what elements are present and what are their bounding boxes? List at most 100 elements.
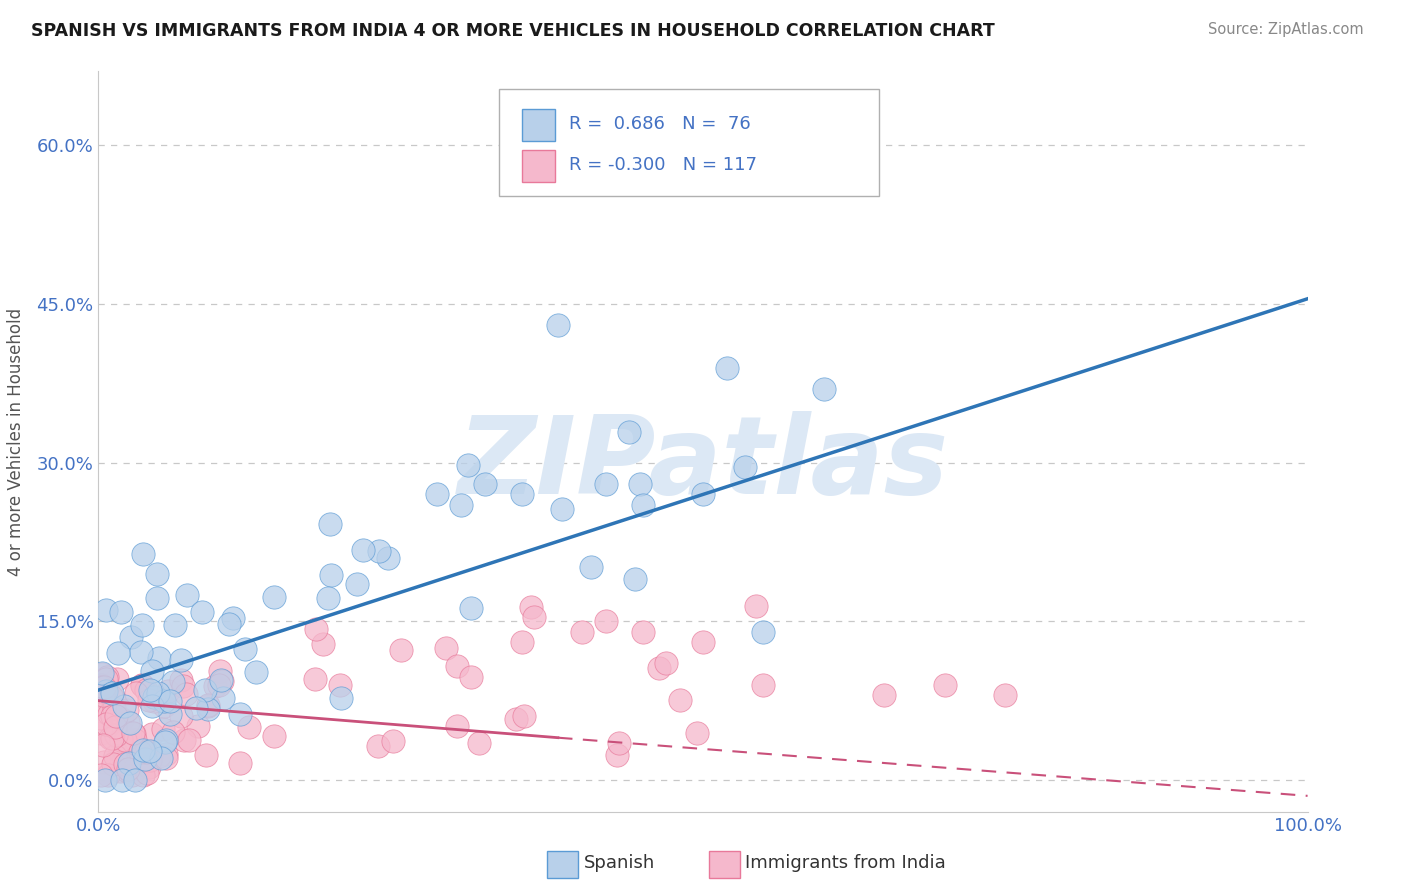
Point [94,772,117,787]
Point [155,733,177,747]
Point [141,727,163,741]
Point [115,703,138,717]
Point [118,715,141,730]
Point [329,678,352,692]
Point [305,622,328,636]
Point [129,645,152,659]
Point [474,476,496,491]
Point [460,670,482,684]
Point [112,698,135,713]
Point [523,610,546,624]
Point [172,679,194,693]
Point [619,425,641,440]
Point [104,720,127,734]
Point [195,748,218,763]
Point [101,686,124,700]
Point [352,542,374,557]
Point [505,712,527,726]
Point [752,678,775,692]
Point [148,650,170,665]
Point [174,687,197,701]
Point [103,701,125,715]
Point [520,599,543,614]
Point [141,745,163,759]
Point [624,572,647,586]
Point [101,731,124,745]
Point [135,683,157,698]
Point [97,767,120,781]
Point [122,727,145,741]
Point [117,764,139,779]
Point [329,691,352,706]
Point [105,728,128,742]
Point [139,744,162,758]
Point [204,679,226,693]
Point [155,747,177,761]
Point [631,498,654,512]
Point [91,688,114,702]
Point [607,736,630,750]
Point [98,731,121,745]
Point [108,764,131,778]
Point [426,487,449,501]
Point [304,673,326,687]
Point [132,547,155,561]
Point [159,706,181,721]
Point [155,735,177,749]
Point [595,615,617,629]
Text: Source: ZipAtlas.com: Source: ZipAtlas.com [1208,22,1364,37]
Point [93,739,115,753]
Point [94,672,117,686]
Point [745,599,768,614]
Point [94,716,117,731]
Point [110,605,132,619]
Point [316,591,339,606]
Point [162,675,184,690]
Point [229,756,252,771]
Point [141,664,163,678]
Point [648,661,671,675]
Point [367,739,389,754]
Point [143,694,166,708]
Point [94,603,117,617]
Point [101,757,124,772]
Point [319,568,342,582]
Point [547,318,569,333]
Point [436,640,458,655]
Point [93,686,115,700]
Point [197,699,219,714]
Point [148,748,170,763]
Point [90,711,112,725]
Point [233,642,256,657]
Text: Immigrants from India: Immigrants from India [745,855,946,872]
Point [117,762,139,776]
Y-axis label: 4 or more Vehicles in Household: 4 or more Vehicles in Household [7,308,25,575]
Point [208,678,231,692]
Point [716,360,738,375]
Point [107,646,129,660]
Point [94,683,117,698]
Point [93,756,115,770]
Point [120,630,142,644]
Point [100,689,122,703]
Point [208,664,231,678]
Point [131,753,153,767]
Point [238,720,260,734]
Point [319,516,342,531]
Point [105,672,128,686]
Point [114,756,136,771]
Point [138,760,160,774]
Point [132,767,155,781]
Point [90,680,112,694]
Text: Spanish: Spanish [583,855,655,872]
Point [155,751,177,765]
Point [211,674,233,689]
Point [467,736,489,750]
Point [692,487,714,501]
Point [263,591,285,605]
Point [312,637,335,651]
Point [184,701,207,715]
Point [131,618,153,632]
Point [209,673,232,687]
Point [114,747,136,761]
